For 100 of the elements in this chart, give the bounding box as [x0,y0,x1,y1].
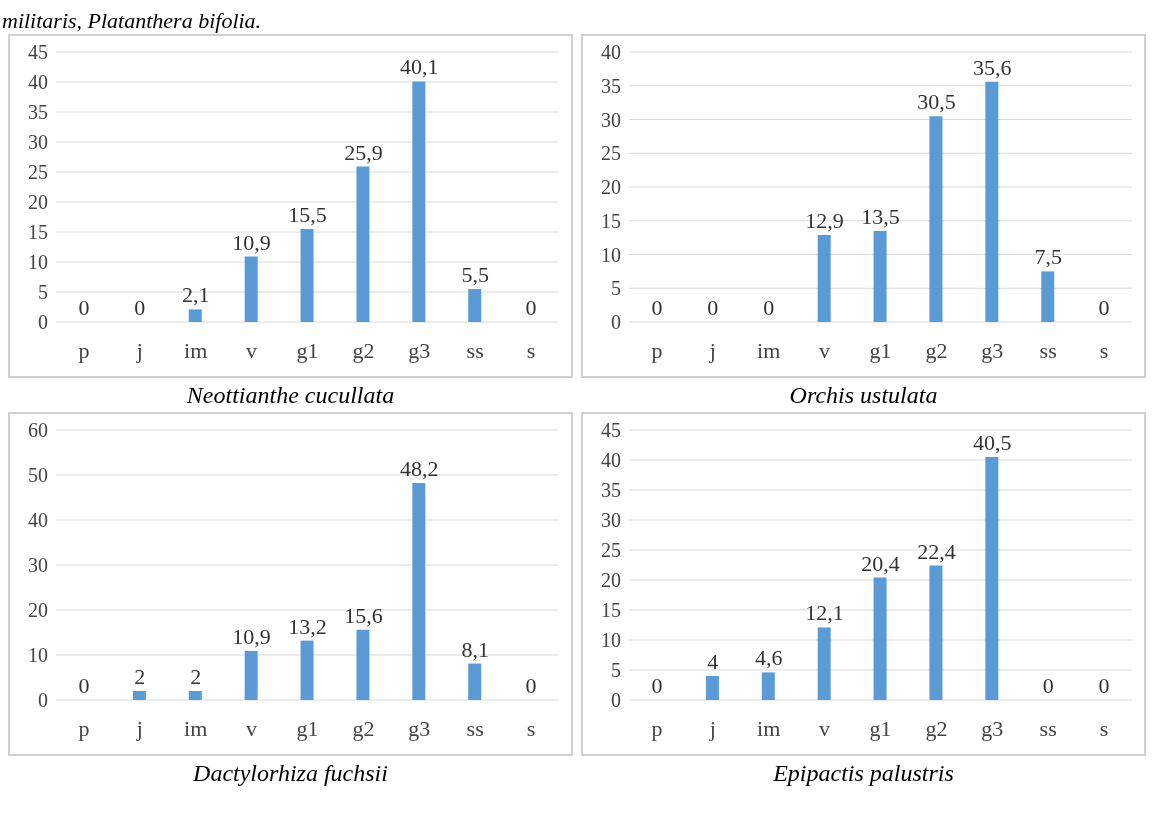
x-tick-label: ss [466,337,484,363]
x-tick-label: v [819,715,831,741]
y-tick-label: 25 [601,142,621,165]
y-tick-label: 40 [601,41,621,64]
y-tick-label: 35 [28,101,48,124]
x-tick-label: s [526,715,536,741]
y-tick-label: 35 [601,74,621,97]
bar [356,629,370,700]
bar [412,81,426,322]
x-tick-label: p [78,337,90,363]
x-tick-label: s [1099,715,1109,741]
y-tick-label: 35 [601,479,621,502]
x-tick-label: ss [1039,337,1057,363]
y-tick-label: 40 [601,449,621,472]
y-tick-label: 0 [38,689,48,712]
bar [188,691,202,700]
y-tick-label: 30 [601,108,621,131]
x-tick-label: s [1099,337,1109,363]
y-tick-label: 45 [601,419,621,442]
x-tick-label: j [135,337,143,363]
data-label: 0 [1042,673,1054,698]
bar [356,166,370,322]
bar [873,577,887,700]
data-label: 4,6 [754,645,783,671]
data-label: 2,1 [181,282,210,308]
bar [132,691,146,700]
x-axis-title: Neottianthe cucullata [185,381,396,410]
y-tick-label: 10 [601,629,621,652]
x-tick-label: v [819,337,831,363]
data-label: 25,9 [344,139,383,165]
x-tick-label: j [135,715,143,741]
x-tick-label: g2 [352,715,375,741]
x-tick-label: v [246,337,258,363]
y-tick-label: 25 [601,539,621,562]
x-tick-label: j [708,715,716,741]
data-label: 0 [1098,295,1110,320]
x-tick-label: g2 [925,715,948,741]
x-tick-label: g3 [981,337,1004,363]
text: militaris, Platanthera bifolia. [2,8,263,34]
x-tick-label: g1 [296,337,319,363]
bar [1041,271,1055,322]
data-label: 0 [763,295,775,320]
bar [985,457,999,700]
data-label: 0 [78,673,90,698]
bar [817,234,831,322]
data-label: 12,1 [805,600,844,626]
y-tick-label: 40 [28,71,48,94]
y-tick-label: 15 [601,599,621,622]
data-label: 4 [707,649,719,674]
data-label: 20,4 [861,550,900,576]
x-tick-label: im [757,337,781,363]
x-tick-label: g1 [869,715,892,741]
data-label: 15,5 [288,202,327,227]
y-tick-label: 20 [28,191,48,214]
x-tick-label: ss [466,715,484,741]
data-label: 10,9 [232,229,271,255]
data-label: 2 [190,664,202,689]
y-tick-label: 15 [601,209,621,232]
x-tick-label: p [651,715,663,741]
data-label: 0 [525,673,537,698]
y-tick-label: 50 [28,464,48,487]
y-tick-label: 45 [28,41,48,64]
bar [985,81,999,322]
data-label: 12,9 [805,207,844,233]
y-tick-label: 5 [38,281,48,304]
data-label: 13,5 [861,203,900,229]
y-tick-label: 0 [611,689,621,712]
bar [300,229,314,322]
bar [761,672,775,700]
data-label: 0 [78,295,90,320]
bar [705,676,719,700]
data-label: 30,5 [917,89,956,115]
data-label: 0 [525,295,537,320]
x-tick-label: ss [1039,715,1057,741]
bar [412,483,426,700]
bar [468,663,482,700]
data-label: 15,6 [344,602,383,628]
y-tick-label: 25 [28,161,48,184]
y-tick-label: 10 [28,644,48,667]
x-tick-label: s [526,337,536,363]
y-tick-label: 10 [601,243,621,266]
bar [188,309,202,322]
bar [929,565,943,700]
x-tick-label: p [651,337,663,363]
y-tick-label: 5 [611,659,621,682]
y-tick-label: 60 [28,419,48,442]
x-axis-title: Orchis ustulata [788,381,939,410]
bar [817,627,831,700]
data-label: 40,5 [973,430,1012,455]
y-tick-label: 20 [28,599,48,622]
data-label: 0 [134,295,146,320]
bar [300,640,314,700]
data-label: 48,2 [400,456,439,482]
bar [244,256,258,322]
data-label: 13,2 [288,613,327,639]
x-tick-label: p [78,715,90,741]
data-label: 35,6 [973,54,1012,80]
y-tick-label: 10 [28,251,48,274]
y-tick-label: 30 [28,131,48,154]
data-label: 10,9 [232,623,271,649]
